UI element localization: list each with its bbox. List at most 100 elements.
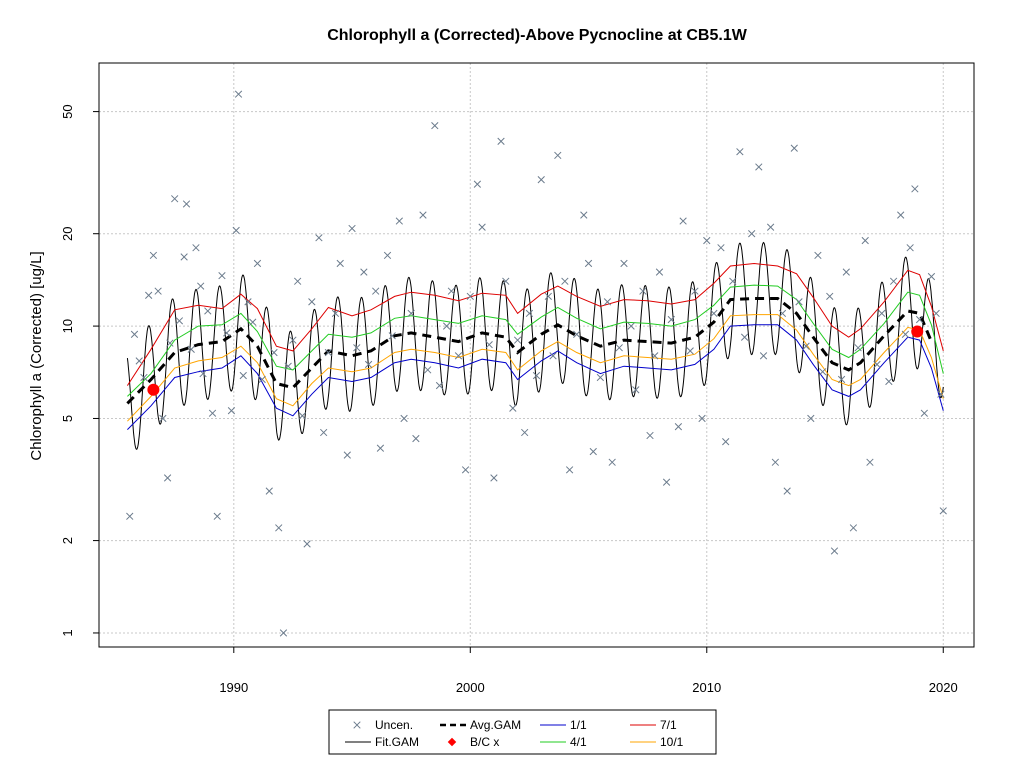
data-point bbox=[447, 287, 456, 295]
legend-marker-x bbox=[353, 721, 361, 729]
data-point bbox=[419, 211, 427, 219]
data-point bbox=[253, 259, 262, 268]
series-line-avg-gam bbox=[126, 297, 933, 405]
data-point bbox=[431, 121, 439, 130]
x-axis: 1990 2000 2010 2020 bbox=[219, 647, 958, 695]
data-point bbox=[513, 336, 522, 344]
data-point bbox=[679, 217, 687, 225]
data-point bbox=[521, 428, 529, 437]
uncensored-points-layer bbox=[126, 90, 947, 637]
data-point bbox=[580, 211, 588, 219]
data-point bbox=[861, 236, 869, 245]
data-point bbox=[407, 309, 415, 318]
data-point bbox=[383, 251, 392, 260]
data-point bbox=[353, 344, 361, 352]
data-point bbox=[265, 487, 273, 495]
data-point bbox=[140, 373, 148, 382]
data-point bbox=[603, 298, 612, 306]
series-line-10-1 bbox=[127, 314, 944, 422]
data-point bbox=[435, 381, 444, 390]
legend-item: 7/1 bbox=[630, 718, 677, 732]
data-point bbox=[866, 458, 874, 466]
legend-label: 1/1 bbox=[570, 718, 587, 732]
data-point bbox=[502, 277, 510, 285]
data-point bbox=[584, 259, 593, 268]
data-point bbox=[308, 298, 316, 306]
data-point bbox=[837, 375, 846, 384]
data-point bbox=[698, 414, 706, 423]
bc-points-layer bbox=[147, 325, 924, 396]
data-point bbox=[686, 347, 694, 355]
fit-gam-layer bbox=[126, 241, 944, 450]
legend-item: 10/1 bbox=[630, 735, 684, 749]
data-point bbox=[244, 298, 252, 306]
data-point bbox=[360, 268, 368, 276]
data-point bbox=[729, 277, 737, 285]
data-point bbox=[901, 330, 910, 338]
data-point bbox=[703, 236, 711, 245]
data-point bbox=[180, 253, 188, 261]
x-tick-label: 2010 bbox=[692, 680, 721, 695]
chart-title: Chlorophyll a (Corrected)-Above Pycnocli… bbox=[327, 27, 748, 44]
data-point bbox=[497, 137, 505, 145]
data-point bbox=[130, 330, 139, 338]
data-point bbox=[615, 344, 623, 352]
data-point bbox=[197, 282, 205, 290]
percentile-lines-layer bbox=[126, 262, 944, 430]
data-point bbox=[873, 360, 881, 369]
data-point bbox=[454, 352, 463, 360]
data-point bbox=[412, 434, 420, 443]
data-point bbox=[364, 360, 373, 369]
legend-label: 7/1 bbox=[660, 718, 677, 732]
data-point bbox=[320, 428, 328, 437]
data-point bbox=[324, 348, 333, 357]
data-point bbox=[549, 352, 557, 360]
data-point bbox=[239, 371, 247, 380]
grid-lines bbox=[99, 63, 974, 647]
legend-item: Uncen. bbox=[353, 718, 413, 732]
data-point bbox=[204, 307, 212, 315]
data-point bbox=[646, 431, 654, 440]
data-point bbox=[589, 447, 597, 456]
y-tick-label: 5 bbox=[60, 415, 75, 422]
y-tick-label: 50 bbox=[60, 104, 75, 118]
legend-item: Fit.GAM bbox=[345, 735, 419, 749]
x-tick-label: 2000 bbox=[456, 680, 485, 695]
data-point bbox=[691, 287, 699, 295]
data-point bbox=[778, 309, 787, 318]
data-point bbox=[442, 322, 451, 330]
plot-frame bbox=[98, 62, 975, 648]
data-point bbox=[565, 466, 574, 474]
legend-box bbox=[328, 709, 717, 755]
data-point bbox=[234, 90, 243, 98]
y-axis: 1 2 5 10 20 50 bbox=[60, 104, 99, 637]
data-point bbox=[674, 423, 683, 431]
data-point bbox=[722, 438, 730, 446]
legend-item: Avg.GAM bbox=[440, 718, 521, 732]
data-point bbox=[897, 211, 905, 219]
legend-item: B/C x bbox=[447, 735, 499, 749]
data-point bbox=[655, 268, 664, 276]
legend-item: 1/1 bbox=[540, 718, 587, 732]
legend-label: 10/1 bbox=[660, 735, 684, 749]
data-point bbox=[154, 287, 162, 295]
data-point bbox=[249, 318, 257, 326]
data-point bbox=[532, 371, 541, 380]
data-point bbox=[915, 315, 924, 324]
data-point bbox=[842, 268, 850, 276]
data-point bbox=[632, 386, 640, 394]
data-point bbox=[315, 234, 323, 242]
data-point bbox=[790, 144, 798, 152]
data-point bbox=[596, 373, 605, 382]
series-line-1-1 bbox=[127, 324, 944, 430]
data-point bbox=[802, 342, 810, 350]
y-tick-label: 1 bbox=[60, 629, 75, 636]
data-point bbox=[937, 390, 945, 398]
data-point bbox=[232, 226, 240, 235]
data-point bbox=[270, 348, 278, 357]
data-point bbox=[509, 404, 517, 412]
data-point bbox=[145, 291, 153, 299]
data-point bbox=[544, 292, 552, 301]
data-point bbox=[135, 357, 143, 365]
data-point bbox=[192, 244, 200, 252]
